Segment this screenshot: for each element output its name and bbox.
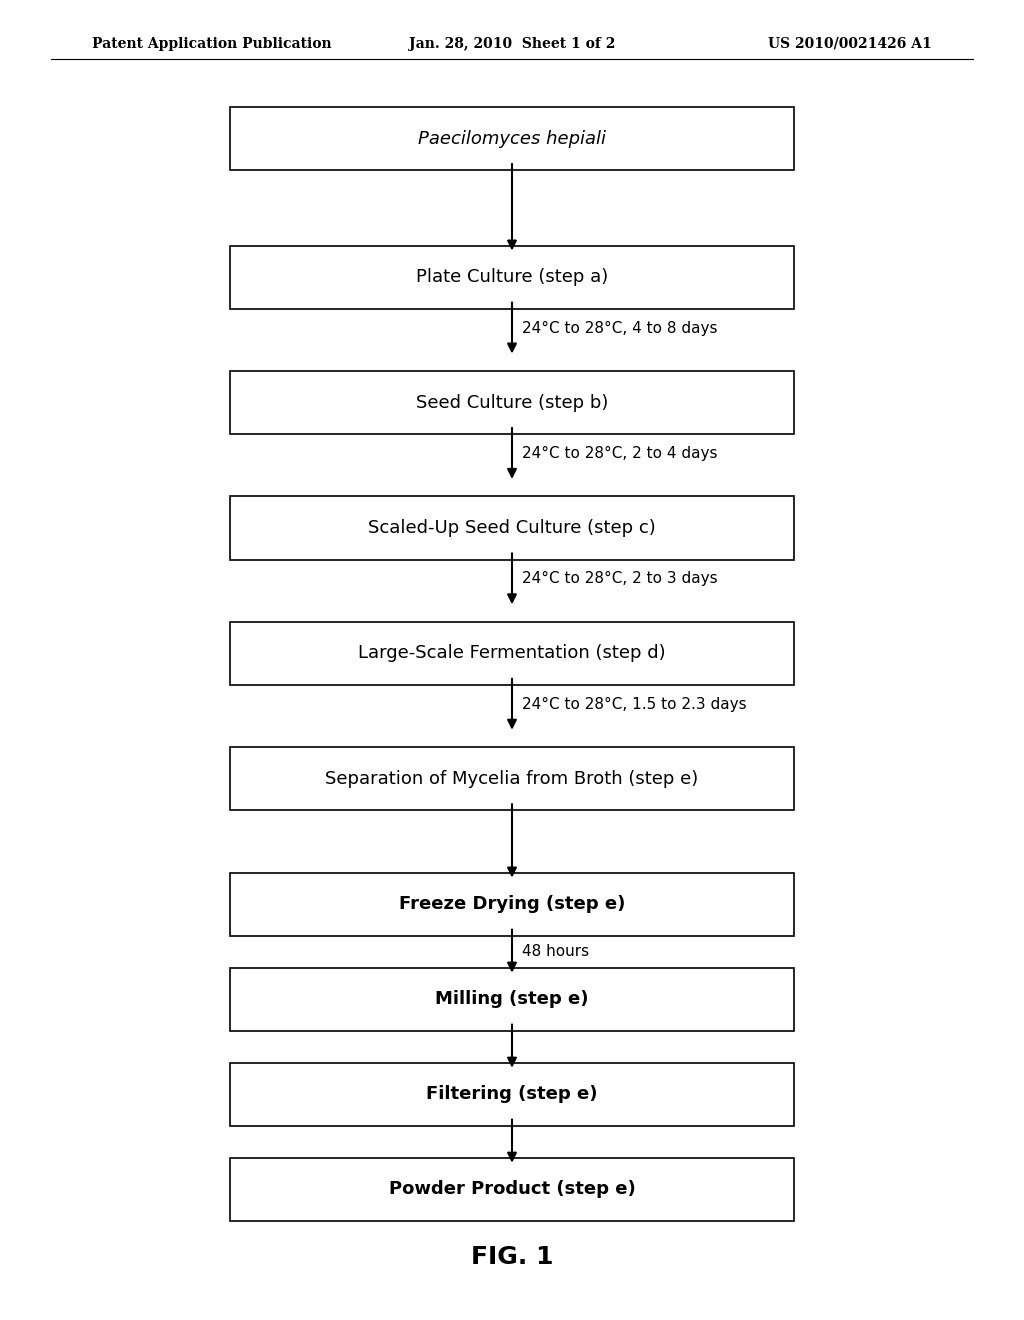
Text: Freeze Drying (step e): Freeze Drying (step e) xyxy=(398,895,626,913)
FancyBboxPatch shape xyxy=(230,622,794,685)
FancyBboxPatch shape xyxy=(230,246,794,309)
Text: Seed Culture (step b): Seed Culture (step b) xyxy=(416,393,608,412)
FancyBboxPatch shape xyxy=(230,747,794,810)
FancyBboxPatch shape xyxy=(230,1158,794,1221)
Text: Plate Culture (step a): Plate Culture (step a) xyxy=(416,268,608,286)
FancyBboxPatch shape xyxy=(230,873,794,936)
Text: 24°C to 28°C, 2 to 4 days: 24°C to 28°C, 2 to 4 days xyxy=(522,446,718,461)
Text: US 2010/0021426 A1: US 2010/0021426 A1 xyxy=(768,37,932,50)
Text: 24°C to 28°C, 2 to 3 days: 24°C to 28°C, 2 to 3 days xyxy=(522,572,718,586)
FancyBboxPatch shape xyxy=(230,107,794,170)
Text: Separation of Mycelia from Broth (step e): Separation of Mycelia from Broth (step e… xyxy=(326,770,698,788)
Text: 48 hours: 48 hours xyxy=(522,944,590,958)
Text: Milling (step e): Milling (step e) xyxy=(435,990,589,1008)
Text: Powder Product (step e): Powder Product (step e) xyxy=(389,1180,635,1199)
Text: Paecilomyces hepiali: Paecilomyces hepiali xyxy=(418,129,606,148)
Text: 24°C to 28°C, 1.5 to 2.3 days: 24°C to 28°C, 1.5 to 2.3 days xyxy=(522,697,746,711)
Text: Patent Application Publication: Patent Application Publication xyxy=(92,37,332,50)
Text: Scaled-Up Seed Culture (step c): Scaled-Up Seed Culture (step c) xyxy=(368,519,656,537)
FancyBboxPatch shape xyxy=(230,371,794,434)
FancyBboxPatch shape xyxy=(230,968,794,1031)
Text: Large-Scale Fermentation (step d): Large-Scale Fermentation (step d) xyxy=(358,644,666,663)
Text: Jan. 28, 2010  Sheet 1 of 2: Jan. 28, 2010 Sheet 1 of 2 xyxy=(409,37,615,50)
FancyBboxPatch shape xyxy=(230,496,794,560)
FancyBboxPatch shape xyxy=(230,1063,794,1126)
Text: FIG. 1: FIG. 1 xyxy=(471,1245,553,1269)
Text: Filtering (step e): Filtering (step e) xyxy=(426,1085,598,1104)
Text: 24°C to 28°C, 4 to 8 days: 24°C to 28°C, 4 to 8 days xyxy=(522,321,718,335)
